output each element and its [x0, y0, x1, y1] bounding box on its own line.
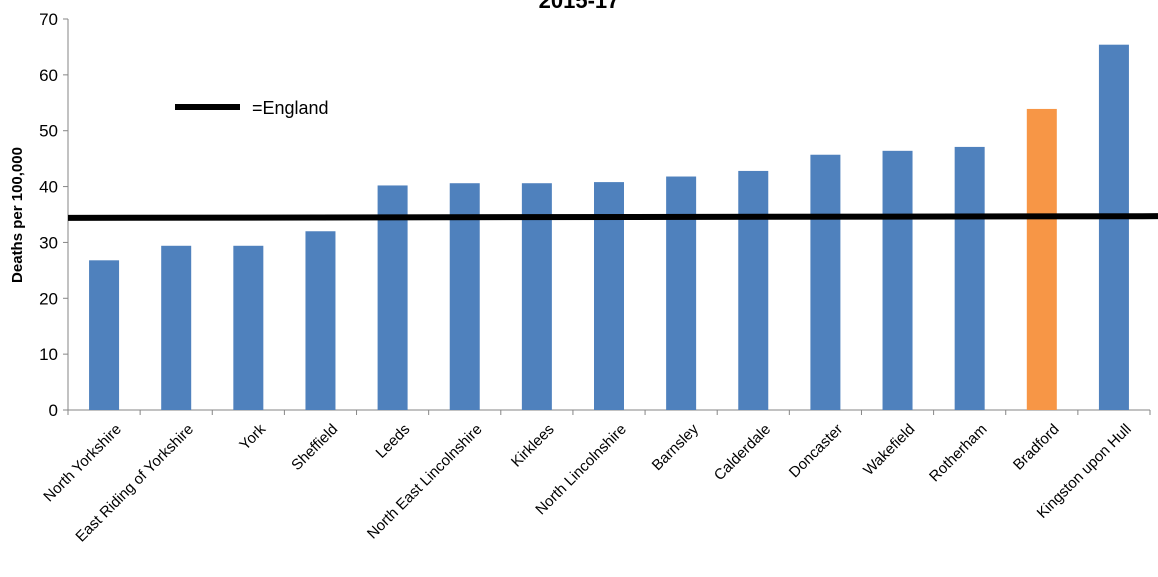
bar-kirklees: [521, 183, 552, 410]
bar-barnsley: [666, 176, 697, 410]
bar-north-lincolnshire: [594, 182, 624, 410]
bar-north-east-lincolnshire: [449, 183, 480, 410]
bar-doncaster: [810, 154, 841, 410]
x-tick-label: Doncaster: [786, 421, 846, 481]
x-tick-label: Bradford: [1010, 421, 1063, 474]
x-tick-label: Kirklees: [508, 421, 558, 471]
y-tick-label: 10: [39, 345, 58, 364]
legend-label: =England: [252, 98, 329, 118]
x-tick-label: Leeds: [373, 421, 414, 462]
y-tick-label: 20: [39, 289, 58, 308]
bar-east-riding-of-yorkshire: [161, 245, 192, 410]
bar-leeds: [377, 185, 408, 410]
bar-bradford: [1026, 108, 1057, 411]
y-tick-label: 60: [39, 66, 58, 85]
chart-title: 2015-17: [539, 0, 620, 13]
bar-calderdale: [738, 170, 769, 410]
y-tick-label: 30: [39, 233, 58, 252]
x-tick-label: East Riding of Yorkshire: [72, 421, 197, 546]
x-tick-label: Calderdale: [711, 421, 774, 484]
bar-sheffield: [305, 231, 336, 410]
x-tick-label: York: [236, 420, 269, 453]
x-tick-label: Rotherham: [926, 421, 990, 485]
england-reference-line: [67, 213, 1158, 221]
y-axis-label: Deaths per 100,000: [9, 147, 26, 283]
y-tick-label: 0: [49, 401, 58, 420]
y-tick-label: 40: [39, 178, 58, 197]
y-tick-label: 70: [39, 10, 58, 29]
x-tick-label: Barnsley: [649, 420, 703, 474]
x-tick-label: Wakefield: [860, 421, 918, 479]
bar-north-yorkshire: [89, 260, 120, 410]
bar-kingston-upon-hull: [1098, 44, 1129, 411]
y-tick-label: 50: [39, 122, 58, 141]
bar-york: [233, 245, 264, 410]
bar-wakefield: [882, 150, 913, 410]
bar-rotherham: [954, 146, 985, 411]
x-tick-label: Sheffield: [288, 421, 341, 474]
legend: =England: [175, 98, 329, 118]
